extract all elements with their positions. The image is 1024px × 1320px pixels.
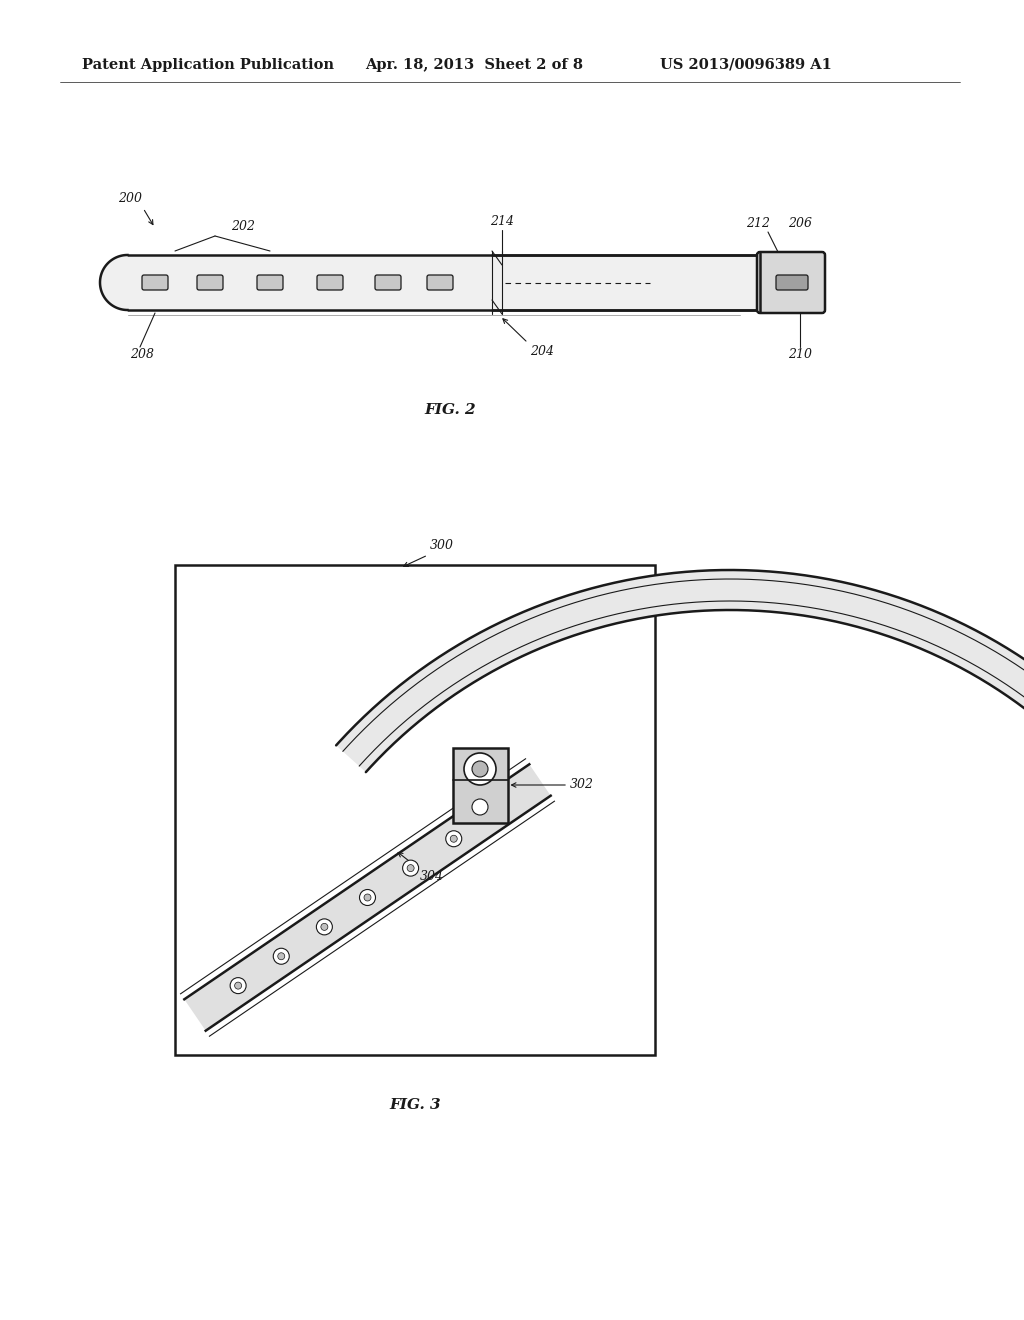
Bar [175, 565, 655, 1055]
Circle shape [230, 978, 246, 994]
FancyBboxPatch shape [776, 275, 808, 290]
FancyBboxPatch shape [375, 275, 401, 290]
Text: FIG. 2: FIG. 2 [424, 403, 476, 417]
FancyBboxPatch shape [427, 275, 453, 290]
Circle shape [408, 865, 414, 871]
Circle shape [316, 919, 333, 935]
Text: 206: 206 [788, 216, 812, 230]
Circle shape [364, 894, 371, 902]
Text: 212: 212 [746, 216, 770, 230]
Circle shape [494, 807, 501, 813]
FancyBboxPatch shape [757, 252, 825, 313]
Circle shape [359, 890, 376, 906]
Circle shape [451, 836, 458, 842]
Text: Patent Application Publication: Patent Application Publication [82, 58, 334, 73]
Ellipse shape [100, 255, 155, 310]
Text: 208: 208 [130, 348, 154, 360]
FancyBboxPatch shape [197, 275, 223, 290]
Circle shape [234, 982, 242, 989]
Bar [453, 747, 508, 822]
Text: Apr. 18, 2013  Sheet 2 of 8: Apr. 18, 2013 Sheet 2 of 8 [365, 58, 583, 73]
FancyBboxPatch shape [128, 255, 793, 310]
Text: 202: 202 [231, 220, 255, 234]
FancyBboxPatch shape [142, 275, 168, 290]
FancyBboxPatch shape [257, 275, 283, 290]
Circle shape [472, 762, 488, 777]
Circle shape [488, 801, 505, 817]
Circle shape [273, 948, 289, 964]
Text: 302: 302 [570, 779, 594, 792]
Circle shape [321, 924, 328, 931]
Circle shape [472, 799, 488, 814]
Bar [175, 565, 655, 1055]
Circle shape [464, 752, 496, 785]
Polygon shape [184, 764, 551, 1031]
Text: FIG. 3: FIG. 3 [389, 1098, 440, 1111]
Text: 214: 214 [490, 215, 514, 228]
Text: 210: 210 [788, 348, 812, 360]
Text: 300: 300 [430, 539, 454, 552]
Text: US 2013/0096389 A1: US 2013/0096389 A1 [660, 58, 831, 73]
Circle shape [402, 861, 419, 876]
Text: 304: 304 [420, 870, 444, 883]
Text: 204: 204 [530, 345, 554, 358]
Polygon shape [336, 570, 1024, 772]
FancyBboxPatch shape [317, 275, 343, 290]
Circle shape [278, 953, 285, 960]
Circle shape [445, 830, 462, 846]
Text: 200: 200 [118, 191, 142, 205]
